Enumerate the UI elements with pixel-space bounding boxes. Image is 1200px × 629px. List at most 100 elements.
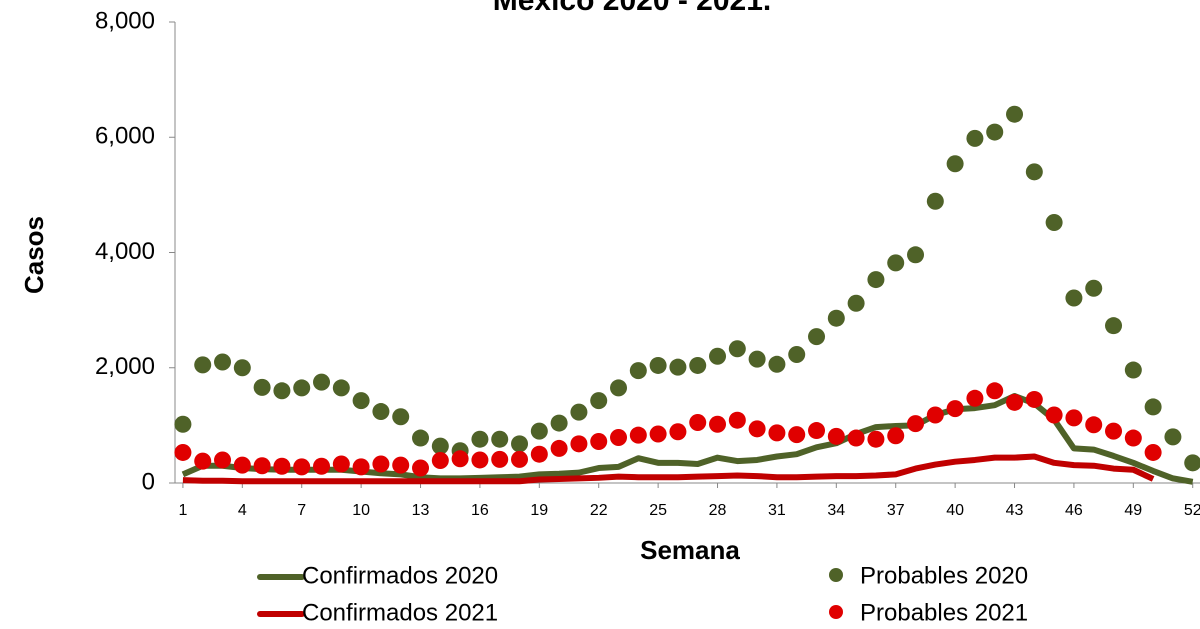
point <box>590 433 608 451</box>
point <box>986 123 1004 141</box>
point <box>709 415 727 433</box>
point <box>1085 279 1103 297</box>
point <box>451 450 469 468</box>
point <box>728 340 746 358</box>
y-axis-label: Casos <box>19 216 49 294</box>
point <box>649 356 667 374</box>
point <box>867 430 885 448</box>
point <box>847 429 865 447</box>
x-tick-label: 28 <box>709 502 727 519</box>
line-series <box>181 392 1194 485</box>
x-tick-label: 16 <box>471 502 489 519</box>
point <box>313 373 331 391</box>
x-tick-label: 37 <box>887 502 905 519</box>
x-axis-label: Semana <box>640 535 740 565</box>
point <box>887 254 905 272</box>
point <box>471 451 489 469</box>
point <box>788 426 806 444</box>
x-tick-label: 22 <box>590 502 608 519</box>
y-tick-label: 2,000 <box>95 353 155 380</box>
point <box>768 355 786 373</box>
point <box>550 414 568 432</box>
point <box>1164 428 1182 446</box>
point <box>1105 422 1123 440</box>
legend-label: Probables 2021 <box>860 599 1028 626</box>
x-tick-label: 25 <box>649 502 667 519</box>
point <box>808 422 826 440</box>
x-tick-label: 52 <box>1184 502 1200 519</box>
x-tick-label: 13 <box>412 502 430 519</box>
point <box>214 451 232 469</box>
point <box>689 356 707 374</box>
point <box>1065 409 1083 427</box>
point <box>1045 214 1063 232</box>
x-tick-label: 49 <box>1124 502 1142 519</box>
point <box>253 457 271 475</box>
point <box>847 294 865 312</box>
point <box>689 413 707 431</box>
point <box>412 429 430 447</box>
point <box>1006 393 1024 411</box>
y-tick-label: 0 <box>142 468 155 495</box>
point <box>233 359 251 377</box>
y-tick-label: 8,000 <box>95 7 155 34</box>
point <box>926 406 944 424</box>
point <box>431 437 449 455</box>
point <box>570 435 588 453</box>
x-tick-label: 1 <box>178 502 187 519</box>
point <box>907 246 925 264</box>
point <box>1184 454 1200 472</box>
point <box>412 459 430 477</box>
point <box>669 423 687 441</box>
point <box>1006 105 1024 123</box>
point <box>253 378 271 396</box>
point <box>194 452 212 470</box>
point <box>491 450 509 468</box>
point <box>1124 361 1142 379</box>
point <box>233 456 251 474</box>
point <box>827 427 845 445</box>
x-tick-label: 46 <box>1065 502 1083 519</box>
point <box>372 455 390 473</box>
point <box>1085 416 1103 434</box>
x-tick-label: 34 <box>827 502 845 519</box>
point <box>511 450 529 468</box>
point <box>293 458 311 476</box>
point <box>174 415 192 433</box>
point <box>194 356 212 374</box>
point <box>530 422 548 440</box>
point <box>926 192 944 210</box>
point <box>471 430 489 448</box>
point <box>748 350 766 368</box>
point <box>550 439 568 457</box>
point <box>709 347 727 365</box>
point <box>649 425 667 443</box>
point <box>966 389 984 407</box>
point <box>748 420 766 438</box>
legend-label: Confirmados 2020 <box>302 562 498 589</box>
point <box>530 445 548 463</box>
point <box>946 155 964 173</box>
x-tick-label: 4 <box>238 502 247 519</box>
x-tick-label: 7 <box>297 502 306 519</box>
point <box>352 458 370 476</box>
legend-label: Confirmados 2021 <box>302 599 498 626</box>
point <box>392 456 410 474</box>
line-series <box>182 453 1155 485</box>
y-tick-label: 6,000 <box>95 123 155 150</box>
point <box>610 379 628 397</box>
point <box>768 424 786 442</box>
point <box>372 403 390 421</box>
point <box>867 271 885 289</box>
x-tick-label: 31 <box>768 502 786 519</box>
point <box>431 452 449 470</box>
point <box>332 379 350 397</box>
point <box>788 345 806 363</box>
point <box>1105 317 1123 335</box>
point <box>669 358 687 376</box>
point <box>1025 390 1043 408</box>
point <box>946 400 964 418</box>
point <box>629 426 647 444</box>
